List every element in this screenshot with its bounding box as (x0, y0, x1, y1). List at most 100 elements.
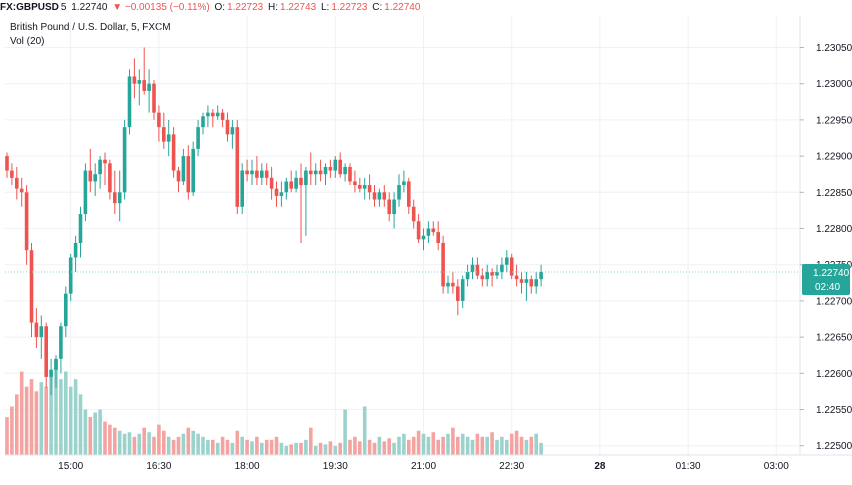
candle-body (318, 170, 323, 175)
candle-body (323, 166, 328, 175)
low-label: L: (320, 2, 330, 13)
high-value: 1.22743 (280, 2, 317, 13)
candle-body (83, 170, 88, 215)
volume-bar (191, 430, 195, 455)
candle-body (220, 112, 225, 120)
last-price: 1.22740 (71, 2, 108, 13)
interval[interactable]: 5 (60, 2, 67, 13)
volume-bar (98, 409, 102, 455)
volume-bar (255, 436, 259, 455)
candle-body (416, 221, 421, 240)
last-price-badge-value: 1.22740 (813, 268, 850, 279)
candle-body (436, 232, 440, 243)
volume-bar (348, 439, 352, 455)
candle-body (117, 192, 122, 204)
price-tick-label: 1.22650 (816, 333, 852, 344)
volume-bar (19, 371, 24, 455)
candle-body (68, 257, 73, 294)
volume-bar (29, 379, 34, 455)
volume-bar (186, 427, 191, 455)
candle-body (362, 185, 367, 189)
candle-body (505, 257, 509, 265)
volume-bar (215, 442, 220, 455)
candle-body (534, 279, 538, 287)
candle-body (5, 156, 9, 171)
candle-body (211, 112, 215, 117)
candle-body (98, 159, 102, 175)
volume-bar (49, 376, 53, 455)
volume-bar (353, 436, 357, 455)
volume-bar (157, 424, 161, 455)
candle-body (539, 271, 543, 280)
candle-body (274, 188, 279, 196)
volume-bar (93, 412, 97, 455)
candle-body (456, 286, 460, 301)
candle-body (15, 177, 19, 189)
price-tick-label: 1.22850 (816, 188, 852, 199)
time-tick-label: 16:30 (146, 461, 171, 472)
volume-bar (68, 386, 73, 455)
candle-body (157, 112, 161, 128)
volume-bar (127, 432, 132, 455)
price-tick-label: 1.22800 (816, 224, 852, 235)
candle-body (304, 170, 308, 186)
candle-body (421, 235, 426, 240)
candle-body (225, 119, 230, 135)
time-tick-label: 15:00 (58, 461, 83, 472)
candle-body (24, 192, 29, 251)
volume-bar (289, 444, 293, 455)
candle-body (470, 264, 475, 272)
volume-bar (54, 360, 58, 455)
candle-body (240, 170, 244, 207)
volume-bar (88, 417, 93, 455)
candle-body (181, 156, 186, 182)
volume-bar (230, 442, 235, 455)
symbol-name[interactable]: FX:GBPUSD (0, 2, 59, 13)
volume-bar (362, 406, 367, 455)
volume-bar (338, 442, 342, 455)
candle-body (113, 192, 117, 204)
candle-body (54, 358, 58, 370)
volume-bar (108, 424, 112, 455)
candle-body (367, 185, 372, 193)
candle-body (328, 166, 333, 171)
candle-body (93, 174, 97, 182)
volume-bar (260, 442, 264, 455)
candle-body (166, 134, 171, 142)
candle-body (29, 250, 34, 323)
price-tick-label: 1.22700 (816, 296, 852, 307)
candle-body (475, 264, 480, 276)
volume-bar (147, 432, 151, 455)
volume-bar (142, 427, 146, 455)
volume-bar (333, 445, 338, 455)
candle-body (78, 214, 83, 243)
volume-indicator-label[interactable]: Vol (20) (10, 36, 45, 47)
candle-body (289, 181, 293, 189)
time-tick-label: 21:00 (411, 461, 436, 472)
volume-bar (485, 436, 489, 455)
candle-body (402, 181, 406, 186)
candle-body (279, 192, 284, 196)
volume-bar (15, 394, 19, 455)
volume-bar (225, 439, 230, 455)
volume-bar (284, 445, 289, 455)
candle-body (162, 127, 166, 142)
symbol-info-bar: FX:GBPUSD 5 1.22740 ▼ −0.00135 (−0.11%) O… (0, 0, 852, 16)
candle-body (19, 188, 24, 193)
candle-body (260, 170, 264, 178)
volume-bar (426, 436, 431, 455)
candle-body (64, 293, 68, 327)
volume-bar (196, 433, 200, 455)
volume-bar (39, 382, 44, 455)
candle-body (343, 166, 347, 175)
volume-bar (372, 442, 377, 455)
candle-body (34, 322, 39, 338)
candle-body (127, 76, 132, 128)
candle-body (147, 83, 151, 91)
candle-body (446, 282, 450, 287)
volume-bar (245, 439, 249, 455)
candle-body (480, 275, 485, 280)
candle-body (250, 170, 254, 175)
candle-body (333, 159, 338, 171)
